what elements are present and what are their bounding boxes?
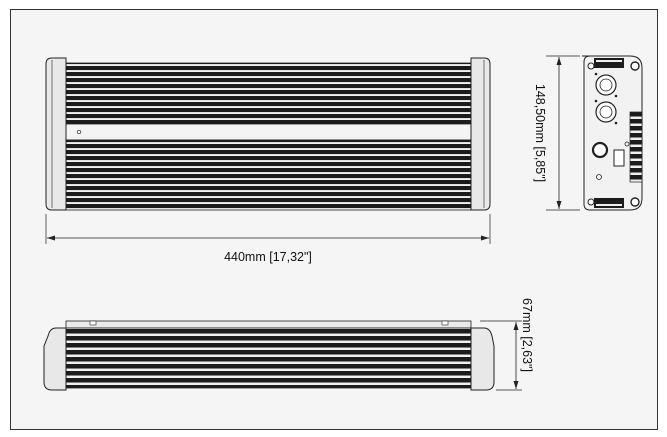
front-left-end-cap — [45, 57, 67, 211]
side-view-body — [582, 55, 643, 211]
profile-left-end-cap — [43, 327, 67, 391]
profile-heatsink-fins — [65, 327, 472, 389]
screw-icon — [587, 198, 595, 206]
front-screw-dot — [76, 129, 82, 135]
front-heatsink-fins-upper — [65, 62, 472, 125]
front-center-stripe — [65, 123, 472, 141]
front-right-end-cap — [470, 57, 491, 211]
height-dimension-label: 148,50mm [5,85"] — [533, 84, 547, 182]
depth-dimension: 67mm [2,63"] — [480, 298, 534, 391]
screw-icon — [630, 61, 640, 71]
width-dimension-label: 440mm [17,32"] — [224, 250, 312, 264]
profile-view — [43, 320, 495, 391]
display-icon — [613, 149, 625, 167]
front-heatsink-fins-lower — [65, 139, 472, 211]
power-connector-icon — [591, 141, 609, 159]
profile-top-rail — [65, 320, 472, 329]
side-view — [582, 55, 643, 211]
screw-icon — [630, 197, 640, 207]
xlr-connector-icon — [594, 72, 618, 98]
depth-dimension-label: 67mm [2,63"] — [520, 298, 534, 372]
height-dimension: 148,50mm [5,85"] — [533, 55, 580, 211]
screw-icon — [587, 62, 595, 70]
xlr-connector-icon — [594, 99, 618, 125]
profile-right-end-cap — [470, 327, 495, 391]
front-view — [45, 57, 491, 211]
width-dimension: 440mm [17,32"] — [45, 214, 491, 264]
